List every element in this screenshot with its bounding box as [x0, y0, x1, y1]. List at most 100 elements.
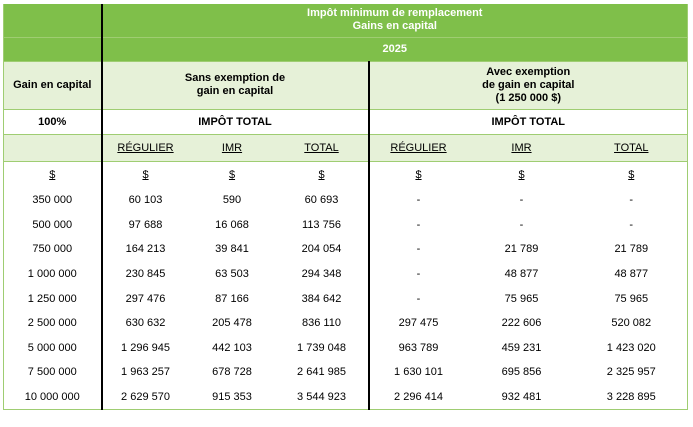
gain-cell: 7 500 000 — [3, 360, 103, 385]
imr-avec-cell: - — [519, 194, 524, 207]
currency-cell: $ — [188, 160, 276, 188]
percent-label: 100% — [3, 108, 103, 134]
currency-cell: $ — [367, 160, 468, 188]
year-label: 2025 — [100, 36, 689, 61]
sans-exemption-label: Sans exemption de gain en capital — [184, 72, 286, 97]
currency-cell: $ — [275, 160, 369, 188]
col-total-sans: TOTAL — [275, 133, 369, 161]
total-avec-cell: 48 877 — [575, 261, 689, 287]
col-imr-avec: IMR — [467, 133, 576, 161]
regulier-avec-cell: - — [367, 261, 468, 287]
table-row: 2 500 000 630 632 205 478 836 110 297 475 222… — [3, 310, 689, 336]
imr-sans-cell: 87 166 — [215, 292, 249, 305]
col-regulier-sans: RÉGULIER — [101, 133, 189, 161]
total-avec-cell: 2 325 957 — [575, 360, 689, 385]
regulier-avec-cell: - — [367, 188, 468, 213]
data-rows: 350 000 60 103 590 60 693- - -500 000 97 688 16… — [3, 188, 689, 410]
total-sans-cell: 294 348 — [301, 268, 342, 281]
regulier-avec-cell: 297 475 — [367, 310, 468, 336]
imr-avec-cell: 695 856 — [501, 366, 542, 379]
table-row: 1 250 000 297 476 87 166 384 642 - 75 965 75 9… — [3, 286, 689, 311]
regulier-avec-cell: - — [367, 286, 468, 311]
regulier-sans-cell: 1 296 945 — [121, 341, 170, 354]
col-regulier-avec: RÉGULIER — [367, 133, 468, 161]
imr-sans-cell: 39 841 — [215, 243, 249, 256]
avec-exemption-line1: Avec exemption — [486, 65, 571, 78]
table-row: 750 000 164 213 39 841 204 054 - 21 789 21 789 — [3, 237, 689, 262]
imr-avec-cell: 21 789 — [504, 243, 539, 256]
year-left-spacer — [3, 36, 102, 61]
impot-total-sans: IMPÔT TOTAL — [101, 108, 369, 134]
table-title-line1: Impôt minimum de remplacement — [307, 7, 483, 20]
regulier-avec-cell: 2 296 414 — [367, 384, 468, 410]
total-avec-cell: 1 423 020 — [575, 335, 689, 361]
total-avec-cell: 3 228 895 — [575, 384, 689, 410]
total-avec-cell: - — [575, 212, 689, 238]
imr-avec-cell: - — [519, 218, 524, 231]
regulier-avec-cell: - — [367, 212, 468, 238]
gain-column-header: Gain en capital — [3, 60, 103, 109]
regulier-sans-cell: 97 688 — [128, 218, 163, 231]
regulier-avec-cell: 1 630 101 — [367, 360, 468, 385]
table-row: 350 000 60 103 590 60 693 - - - — [3, 188, 689, 213]
regulier-sans-cell: 60 103 — [128, 194, 163, 207]
gain-cell: 750 000 — [3, 237, 103, 262]
subheader-spacer — [3, 133, 103, 161]
total-avec-cell: 520 082 — [575, 310, 689, 336]
amt-capital-gains-table: Impôt minimum de remplacement Gains en c… — [3, 4, 689, 410]
gain-cell: 10 000 000 — [3, 384, 103, 410]
gain-cell: 1 000 000 — [3, 261, 103, 287]
regulier-sans-cell: 230 845 — [125, 268, 166, 281]
imr-sans-cell: 915 353 — [188, 384, 276, 410]
gain-cell: 350 000 — [3, 188, 103, 213]
imr-sans-cell: 16 068 — [215, 218, 249, 231]
regulier-sans-cell: 2 629 570 — [101, 384, 189, 410]
table-row: 500 000 97 688 16 068 113 756 - - - — [3, 212, 689, 238]
imr-sans-cell: 678 728 — [212, 366, 252, 379]
table-row: 7 500 000 1 963 257 678 728 2 641 985 1 630 … — [3, 360, 689, 385]
table-row: 10 000 000 2 629 570 915 353 3 544 923 2 296… — [3, 384, 689, 410]
total-avec-cell: 75 965 — [575, 286, 689, 311]
total-sans-cell: 3 544 923 — [275, 384, 369, 410]
col-total-avec: TOTAL — [575, 133, 689, 161]
total-sans-cell: 384 642 — [301, 292, 342, 305]
total-avec-cell: 21 789 — [575, 237, 689, 262]
regulier-sans-cell: 164 213 — [125, 243, 166, 256]
regulier-sans-cell: 630 632 — [125, 317, 166, 330]
table-row: 5 000 000 1 296 945 442 103 1 739 048 963 78… — [3, 335, 689, 361]
col-imr-sans: IMR — [188, 133, 276, 161]
currency-cell: $ — [101, 160, 189, 188]
total-sans-cell: 2 641 985 — [297, 366, 346, 379]
total-sans-cell: 836 110 — [302, 317, 341, 330]
imr-sans-cell: 63 503 — [215, 268, 249, 281]
table-title: Impôt minimum de remplacement Gains en c… — [100, 4, 689, 37]
table-title-line2: Gains en capital — [352, 20, 437, 33]
avec-exemption-header: Avec exemption de gain en capital (1 250… — [367, 60, 689, 109]
impot-total-avec: IMPÔT TOTAL — [367, 108, 689, 134]
imr-avec-cell: 48 877 — [504, 268, 539, 281]
total-sans-cell: 1 739 048 — [297, 341, 346, 354]
gain-cell: 1 250 000 — [3, 286, 103, 311]
currency-cell: $ — [467, 160, 576, 188]
table-row: 1 000 000 230 845 63 503 294 348 - 48 877 48 8… — [3, 261, 689, 287]
regulier-avec-cell: 963 789 — [367, 335, 468, 361]
gain-cell: 5 000 000 — [3, 335, 103, 361]
imr-sans-cell: 442 103 — [212, 341, 252, 354]
title-left-spacer — [3, 4, 102, 37]
imr-avec-cell: 222 606 — [501, 317, 542, 330]
imr-avec-cell: 459 231 — [501, 341, 542, 354]
total-sans-cell: 113 756 — [302, 218, 341, 231]
imr-avec-cell: 75 965 — [504, 292, 539, 305]
imr-sans-cell: 205 478 — [212, 317, 252, 330]
regulier-avec-cell: - — [367, 237, 468, 262]
tax-table-container: Impôt minimum de remplacement Gains en c… — [3, 4, 689, 410]
regulier-sans-cell: 297 476 — [125, 292, 166, 305]
total-avec-cell: - — [575, 188, 689, 213]
currency-cell: $ — [575, 160, 689, 188]
gain-cell: 500 000 — [3, 212, 103, 238]
regulier-sans-cell: 1 963 257 — [121, 366, 170, 379]
gain-cell: 2 500 000 — [3, 310, 103, 336]
avec-exemption-line2: de gain en capital — [482, 78, 575, 91]
currency-cell: $ — [3, 160, 103, 188]
total-sans-cell: 60 693 — [304, 194, 339, 207]
